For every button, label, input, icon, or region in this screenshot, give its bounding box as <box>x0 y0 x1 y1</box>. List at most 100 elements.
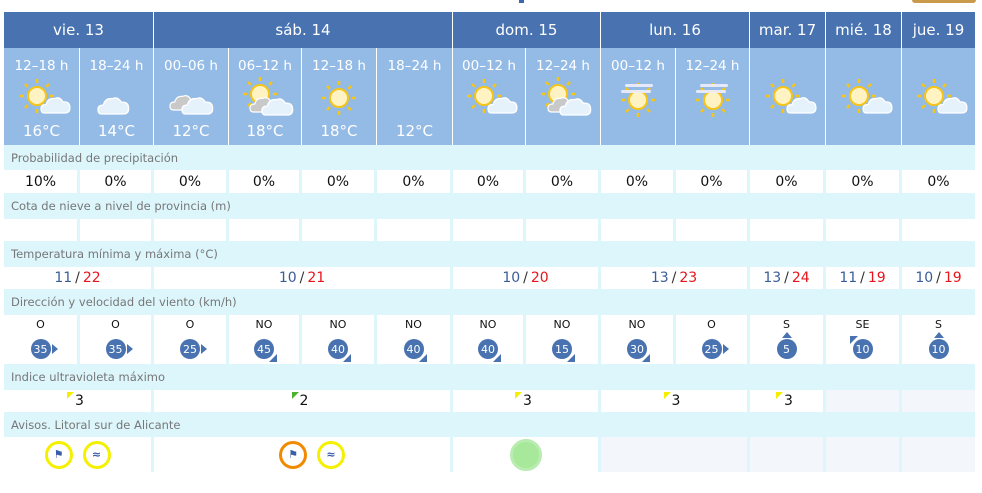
wind-speed: 35 <box>33 342 48 356</box>
period-cell: 00–06 h 12°C <box>154 48 229 145</box>
temp-max: 22 <box>82 270 101 286</box>
period-time: 06–12 h <box>238 58 292 74</box>
temp-max: 24 <box>791 270 810 286</box>
uv-cell: 3 <box>4 390 151 412</box>
warnings-label: Avisos. Litoral sur de Alicante <box>4 412 975 437</box>
wind-speed-badge: 35 <box>105 339 133 359</box>
temp-max: 19 <box>867 270 886 286</box>
forecast-table: vie. 13 sáb. 14 dom. 15 lun. 16 mar. 17 mié. … <box>4 12 975 472</box>
wind-cell: NO 30 <box>601 315 673 364</box>
wind-speed-badge: 40 <box>328 339 351 362</box>
period-cell: 12–24 h <box>676 48 750 145</box>
wind-cell: O 35 <box>80 315 151 364</box>
waves-icon[interactable]: ≈ <box>82 440 111 469</box>
snow-value <box>750 219 823 241</box>
wind-cell: O 25 <box>154 315 226 364</box>
temp-label: Temperatura mínima y máxima (°C) <box>4 241 975 267</box>
weather-sun-cloud-icon <box>841 79 893 114</box>
snow-label: Cota de nieve a nivel de provincia (m) <box>4 193 975 219</box>
day-header: sáb. 14 <box>154 12 453 48</box>
precip-value: 10% <box>4 170 77 193</box>
weather-sun-haze-icon <box>621 83 655 117</box>
period-time: 12–24 h <box>536 58 590 74</box>
warnings-cell <box>902 437 975 472</box>
wind-speed-badge: 25 <box>180 339 207 359</box>
wind-speed: 45 <box>257 342 271 356</box>
uv-value: 2 <box>299 393 309 409</box>
temp-separator: / <box>784 270 789 286</box>
snow-value <box>80 219 151 241</box>
precip-value: 0% <box>750 170 823 193</box>
uv-value: 3 <box>523 393 532 409</box>
period-cell: 12–18 h 18°C <box>302 48 377 145</box>
wind-arrow-icon <box>849 336 858 344</box>
wind-cell: SE 10 <box>826 315 899 364</box>
snow-row <box>4 219 975 241</box>
wind-arrow-icon <box>642 354 650 362</box>
wind-speed-badge: 45 <box>254 339 277 362</box>
wind-icon[interactable]: ⚑ <box>44 440 73 469</box>
wind-speed-badge: 30 <box>627 339 650 362</box>
temp-max: 23 <box>679 270 698 286</box>
weather-moon-cloud-gray-icon <box>169 80 214 115</box>
periods-row: 12–18 h 16°C 18–24 h 14°C 00–06 h 12°C 06–12 h… <box>4 48 975 145</box>
wind-direction: NO <box>255 318 273 331</box>
snow-value <box>4 219 77 241</box>
period-cell: 00–12 h <box>601 48 676 145</box>
day-header: dom. 15 <box>453 12 601 48</box>
precip-value: 0% <box>453 170 523 193</box>
wind-arrow-icon <box>201 344 207 354</box>
precip-value: 0% <box>377 170 450 193</box>
wind-direction: NO <box>405 318 422 331</box>
wind-speed: 25 <box>183 342 197 356</box>
wind-icon[interactable]: ⚑ <box>279 440 307 469</box>
weather-sun-cloud-gray-icon <box>243 77 294 116</box>
period-time <box>826 58 901 74</box>
wind-arrow-icon <box>418 354 427 362</box>
period-time: 12–18 h <box>14 58 69 74</box>
temp-row: 11/22 10/21 10/20 13/23 13/24 11/19 10/19 <box>4 267 975 289</box>
wind-speed-badge: 35 <box>30 339 58 359</box>
period-temperature: 12°C <box>395 122 434 140</box>
uv-cell <box>902 390 975 412</box>
uv-cell: 3 <box>453 390 598 412</box>
wind-label: Dirección y velocidad del viento (km/h) <box>4 289 975 315</box>
wind-direction: O <box>185 318 195 331</box>
wind-speed: 40 <box>481 342 495 356</box>
wind-direction: NO <box>329 318 347 331</box>
uv-row: 3 2 3 3 3 <box>4 390 975 412</box>
day-header: mié. 18 <box>826 12 902 48</box>
uv-value: 3 <box>75 393 84 409</box>
day-header: vie. 13 <box>4 12 154 48</box>
waves-icon[interactable]: ≈ <box>317 440 345 469</box>
wind-cell: NO 15 <box>526 315 598 364</box>
day-header: mar. 17 <box>750 12 826 48</box>
wind-arrow-icon <box>269 354 277 362</box>
wind-arrow-icon <box>126 344 133 354</box>
uv-index: 3 <box>515 392 532 409</box>
wind-direction: O <box>707 318 716 331</box>
wind-speed: 25 <box>704 342 719 356</box>
precip-value: 0% <box>526 170 598 193</box>
snow-value <box>902 219 975 241</box>
period-cell <box>902 48 975 145</box>
wind-speed-badge: 15 <box>552 339 575 362</box>
temp-min-max: 13/24 <box>750 267 823 289</box>
period-time: 00–12 h <box>462 58 516 74</box>
no-warning-icon[interactable] <box>509 438 542 471</box>
temp-min: 11 <box>54 270 73 286</box>
wind-speed: 5 <box>783 342 790 356</box>
warnings-cell <box>601 437 747 472</box>
temp-separator: / <box>860 270 865 286</box>
snow-value <box>453 219 523 241</box>
weather-sun-cloud-icon <box>467 79 518 114</box>
period-cell <box>826 48 902 145</box>
wind-row: O 35 O 35 O 25 NO 45 NO 40 NO 40 NO 40 NO 15 NO 30 O 25 S 5 SE… <box>4 315 975 364</box>
snow-value <box>154 219 226 241</box>
temp-min: 11 <box>839 270 858 286</box>
wind-speed: 15 <box>555 342 569 356</box>
period-cell: 18–24 h 12°C <box>377 48 453 145</box>
wind-direction: S <box>783 318 790 331</box>
warnings-cell <box>826 437 899 472</box>
weather-sun-icon <box>322 81 356 115</box>
